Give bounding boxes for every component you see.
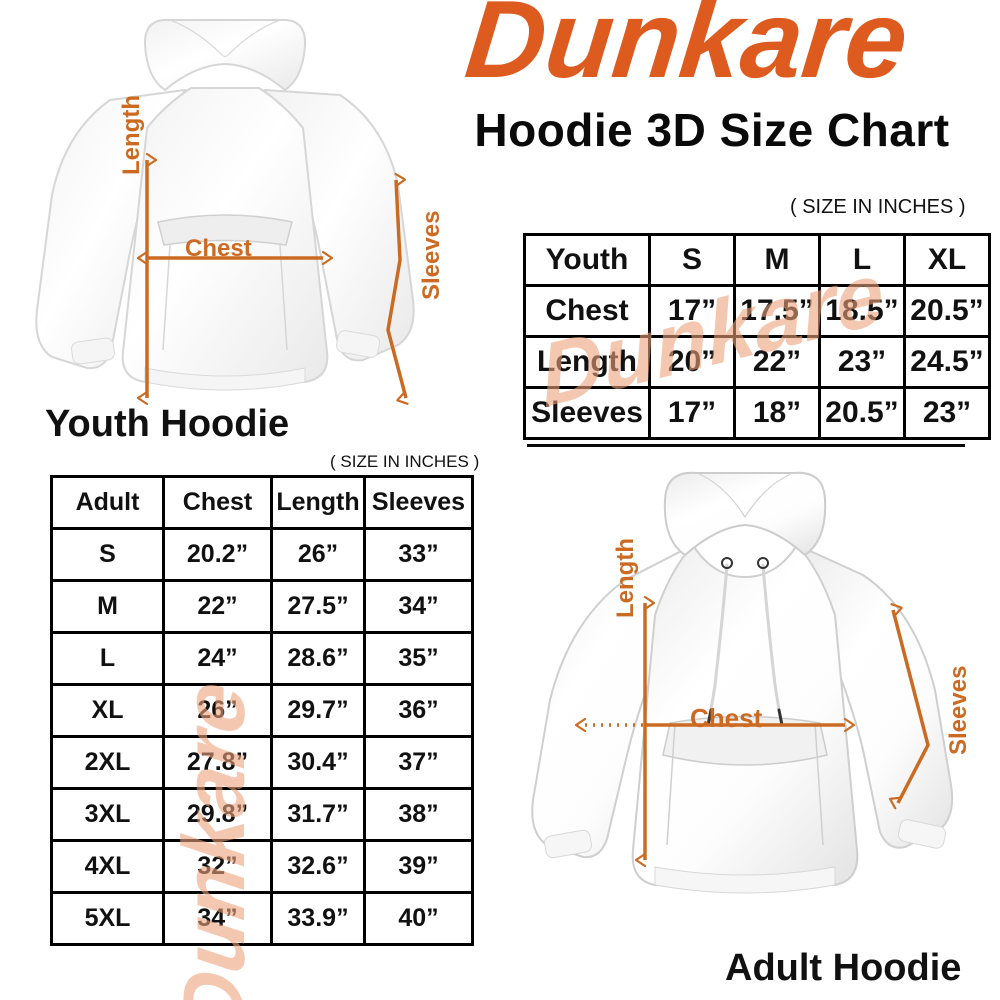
svg-text:Dunkare: Dunkare [460, 0, 913, 101]
